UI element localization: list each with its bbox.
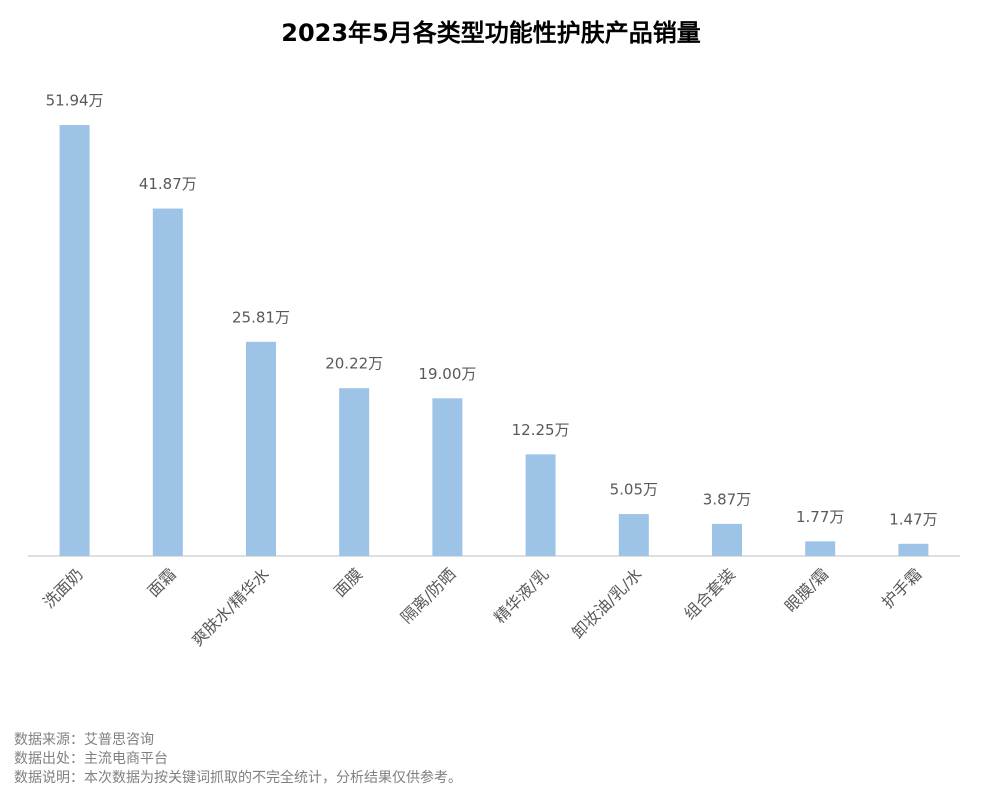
chart-title: 2023年5月各类型功能性护肤产品销量 [281, 19, 701, 47]
bar [339, 388, 370, 556]
footnote: 数据出处：主流电商平台 [14, 751, 168, 767]
bar [432, 398, 463, 556]
bar [712, 523, 742, 556]
value-label: 5.05万 [610, 481, 658, 499]
x-tick-label: 卸妆油/乳/水 [568, 565, 646, 643]
x-tick-label: 面霜 [144, 565, 180, 601]
bar [805, 541, 836, 556]
bar [246, 341, 276, 556]
value-label: 1.77万 [796, 508, 844, 526]
x-tick-label: 精华液/乳 [490, 565, 553, 628]
value-label: 20.22万 [325, 355, 383, 373]
value-label: 51.94万 [46, 92, 104, 110]
bar [152, 208, 183, 556]
value-label: 41.87万 [139, 175, 197, 193]
bar [898, 543, 929, 556]
value-label: 12.25万 [512, 421, 570, 439]
bar [618, 514, 649, 556]
x-tick-label: 护手霜 [878, 565, 925, 612]
value-label: 3.87万 [703, 490, 751, 508]
footnote: 数据来源：艾普思咨询 [14, 732, 154, 748]
x-tick-label: 爽肤水/精华水 [188, 565, 273, 650]
x-tick-label: 隔离/防晒 [397, 565, 460, 628]
x-tick-label: 组合套装 [680, 565, 739, 624]
bar [525, 454, 556, 556]
x-tick-label: 洗面奶 [39, 565, 86, 612]
value-label: 19.00万 [418, 365, 476, 383]
bar [59, 125, 90, 556]
value-label: 1.47万 [889, 510, 937, 528]
value-label: 25.81万 [232, 308, 290, 326]
x-tick-label: 眼膜/霜 [781, 565, 832, 616]
footnote: 数据说明：本次数据为按关键词抓取的不完全统计，分析结果仅供参考。 [14, 769, 462, 786]
x-tick-label: 面膜 [330, 565, 366, 601]
